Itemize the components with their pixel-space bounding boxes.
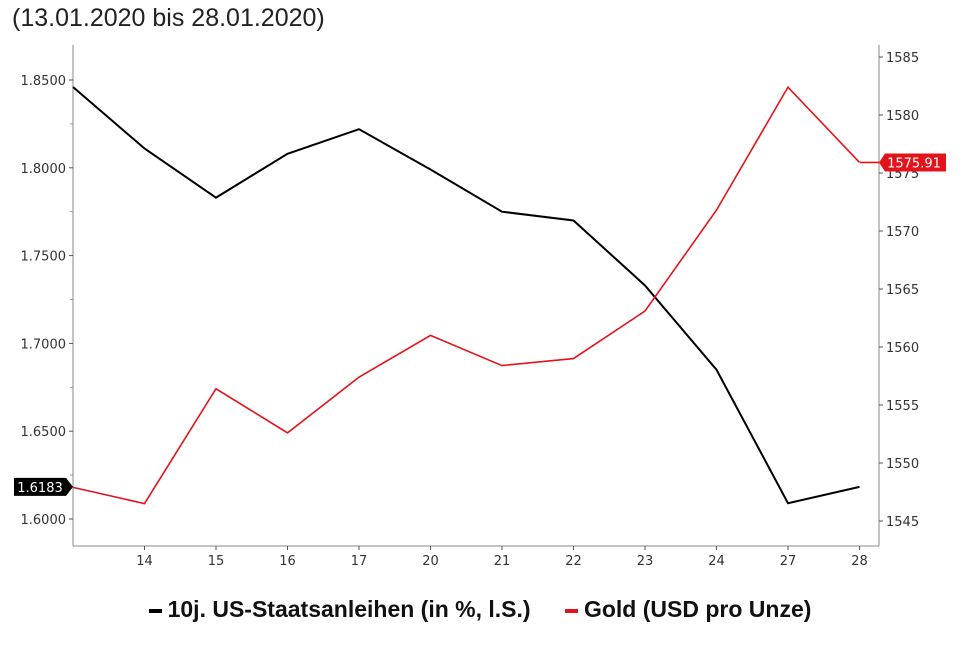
right-tick-label: 1560 xyxy=(886,341,919,356)
last-value-label-bonds: 1.6183 xyxy=(17,481,63,496)
legend-label: Gold (USD pro Unze) xyxy=(583,596,812,622)
left-tick-label: 1.6500 xyxy=(21,425,67,440)
right-tick-label: 1565 xyxy=(886,283,919,298)
series-line-bonds xyxy=(72,86,860,505)
right-tick-label: 1555 xyxy=(886,399,919,414)
legend: 10j. US-Staatsanleihen (in %, l.S.) Gold… xyxy=(0,596,960,623)
x-tick-label: 28 xyxy=(851,554,868,569)
left-tick-label: 1.8500 xyxy=(21,74,67,89)
legend-label: 10j. US-Staatsanleihen (in %, l.S.) xyxy=(167,596,531,622)
x-tick-label: 17 xyxy=(351,554,368,569)
last-value-label-gold: 1575.91 xyxy=(887,156,941,171)
x-tick-label: 14 xyxy=(136,554,153,569)
x-tick-label: 21 xyxy=(494,554,511,569)
right-tick-label: 1570 xyxy=(886,225,919,240)
right-tick-label: 1585 xyxy=(886,51,919,66)
left-tick-label: 1.7500 xyxy=(21,250,67,265)
right-tick-label: 1580 xyxy=(886,109,919,124)
x-tick-label: 15 xyxy=(208,554,225,569)
legend-swatch xyxy=(564,608,578,613)
last-value-tag-bonds xyxy=(14,477,73,496)
left-tick-label: 1.7000 xyxy=(21,337,67,352)
left-tick-label: 1.6000 xyxy=(21,513,67,528)
last-value-tag-gold xyxy=(879,153,946,172)
x-tick-label: 23 xyxy=(637,554,654,569)
left-tick-label: 1.8000 xyxy=(21,162,67,177)
right-tick-label: 1550 xyxy=(886,457,919,472)
x-tick-label: 22 xyxy=(565,554,582,569)
legend-swatch xyxy=(148,608,162,613)
x-tick-label: 20 xyxy=(422,554,439,569)
right-tick-label: 1545 xyxy=(886,515,919,530)
chart-title: (13.01.2020 bis 28.01.2020) xyxy=(12,4,325,32)
x-tick-label: 24 xyxy=(708,554,725,569)
legend-item-bonds: 10j. US-Staatsanleihen (in %, l.S.) xyxy=(148,596,531,623)
series-line-gold xyxy=(72,85,861,505)
chart: 1.6000 1.6500 1.7000 1.7500 1.8000 1.8500 1545… xyxy=(14,45,946,569)
x-tick-label: 16 xyxy=(279,554,296,569)
legend-item-gold: Gold (USD pro Unze) xyxy=(564,596,812,623)
x-tick-label: 27 xyxy=(780,554,797,569)
